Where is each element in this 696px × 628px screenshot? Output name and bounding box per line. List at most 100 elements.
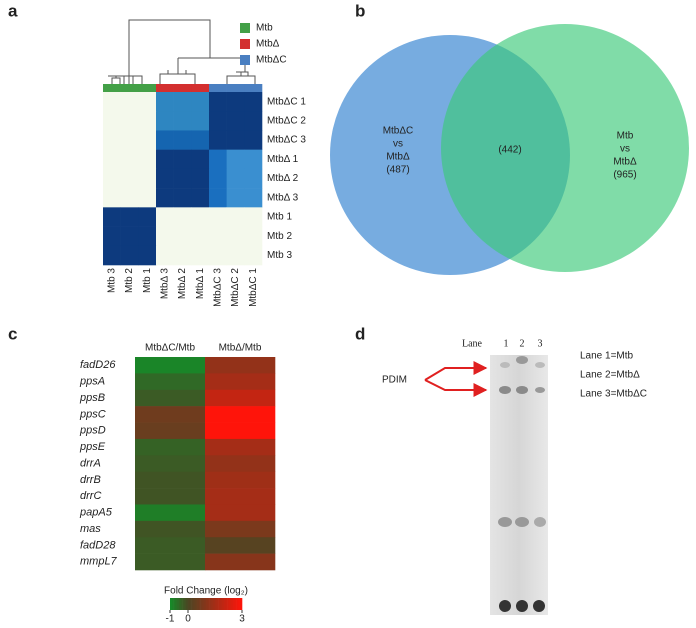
colorbar-step [188,598,191,610]
heat-cell [209,111,227,131]
group-bar [173,84,192,92]
colorbar-step [220,598,223,610]
heat-cell [135,406,206,423]
heat-cell [156,226,174,247]
heat-cell [138,207,157,227]
col-label: Mtb 2 [124,268,135,293]
gene-label: papA5 [79,507,113,519]
heat-cell [120,188,139,208]
heat-cell [173,207,192,227]
col-label: MtbΔ 2 [177,268,188,300]
venn-text: (965) [613,170,636,181]
heat-cell [156,207,174,227]
heat-cell [173,168,192,189]
row-label: Mtb 1 [267,212,292,223]
heat-cell [209,207,227,227]
lane-number: 1 [504,338,509,349]
colorbar-step [202,598,205,610]
colorbar-step [204,598,207,610]
heat-cell [209,130,227,150]
heat-cell [205,537,276,554]
heat-cell [205,406,276,423]
lane-legend: Lane 2=MtbΔ [580,370,640,381]
colorbar-step [206,598,209,610]
column-header: MtbΔ/Mtb [219,343,262,354]
panel-label: d [355,324,365,343]
gene-label: fadD28 [80,539,116,551]
colorbar-step [173,598,176,610]
colorbar-tick-label: 3 [239,614,245,625]
row-label: MtbΔC 1 [267,96,306,107]
col-label: MtbΔC 2 [230,268,241,307]
row-label: MtbΔC 3 [267,135,306,146]
panel-label: c [8,324,17,343]
row-label: Mtb 2 [267,231,292,242]
heat-cell [209,92,227,112]
heat-cell [191,226,210,247]
colorbar-title: Fold Change (log₂) [164,586,248,597]
panel-label: a [8,1,18,20]
heat-cell [135,537,206,554]
heat-cell [191,245,210,266]
heat-cell [244,111,263,131]
col-label: Mtb 3 [106,268,117,293]
heat-cell [244,245,263,266]
legend-swatch [240,23,250,33]
heat-cell [173,188,192,208]
gene-label: fadD26 [80,359,116,371]
heat-cell [138,130,157,150]
row-label: MtbΔ 3 [267,192,299,203]
group-bar [209,84,227,92]
legend-swatch [240,39,250,49]
gene-label: mas [80,523,101,535]
heat-cell [191,92,210,112]
heat-cell [173,226,192,247]
colorbar-step [180,598,183,610]
heat-cell [209,226,227,247]
heat-cell [244,130,263,150]
colorbar-step [213,598,216,610]
colorbar-step [229,598,232,610]
venn-right [441,24,689,272]
gene-label: ppsB [79,392,105,404]
legend-swatch [240,55,250,65]
gene-label: drrC [80,490,101,502]
heat-cell [138,226,157,247]
col-label: MtbΔC 3 [212,268,223,307]
venn-text: Mtb [617,131,634,142]
group-bar [120,84,139,92]
column-header: MtbΔC/Mtb [145,343,195,354]
group-bar [138,84,157,92]
colorbar-step [179,598,182,610]
heat-cell [226,111,245,131]
gene-label: ppsE [79,441,106,453]
gene-label: ppsA [79,375,105,387]
heat-cell [244,149,263,170]
col-label: MtbΔ 1 [195,268,206,300]
heat-cell [173,130,192,150]
heat-cell [244,92,263,112]
heat-cell [135,553,206,571]
heat-cell [120,168,139,189]
heat-cell [138,168,157,189]
heat-cell [156,188,174,208]
heat-cell [120,92,139,112]
heat-cell [209,188,227,208]
gene-label: ppsD [79,425,106,437]
heat-cell [103,111,121,131]
heat-cell [205,471,276,489]
heat-cell [205,357,276,374]
heat-cell [209,168,227,189]
heat-cell [135,422,206,440]
heat-cell [191,149,210,170]
heat-cell [103,188,121,208]
arrow-label: PDIM [382,375,407,386]
colorbar-step [175,598,178,610]
heat-cell [135,357,206,374]
heat-cell [103,207,121,227]
venn-text: MtbΔ [386,152,410,163]
heat-cell [120,226,139,247]
venn-text: MtbΔ [613,157,637,168]
heat-cell [138,188,157,208]
heat-cell [205,488,276,505]
